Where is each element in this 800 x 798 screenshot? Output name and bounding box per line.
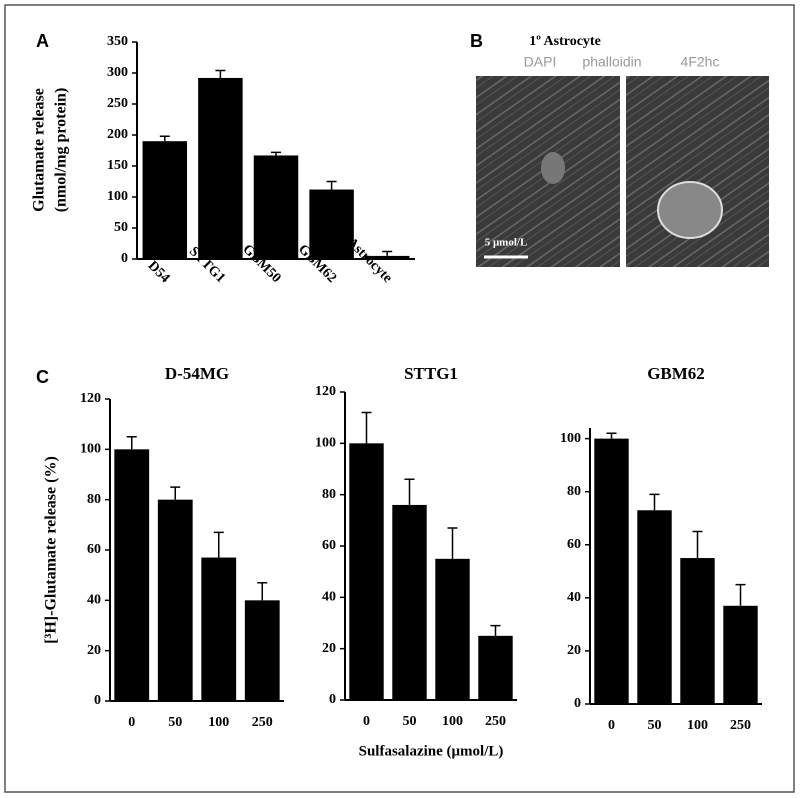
y-tick-label: 100 [560,431,581,446]
frame [4,4,795,793]
y-tick-label: 20 [322,641,336,656]
channel-label: DAPI [524,54,557,70]
error-bar [361,411,372,444]
y-tick-label: 40 [87,593,101,608]
y-tick-label: 20 [87,643,101,658]
bar [478,635,513,700]
y-axis-label: Glutamate release [31,88,48,212]
error-bar [490,624,501,636]
micrograph-panel: 5 μmol/L 1º Astrocyte DAPI phalloidin 4F… [476,34,769,267]
y-tick-label: 0 [574,696,581,711]
y-tick-label: 0 [121,251,128,266]
bar [392,504,427,700]
panel-label: A [36,31,49,51]
x-tick-label: 100 [687,718,708,733]
x-tick-label: D54 [145,258,173,286]
y-tick-label: 60 [87,542,101,557]
y-tick-label: 350 [107,34,128,49]
bar [723,605,758,704]
bar [435,558,470,700]
x-tick-label: 0 [608,718,615,733]
panel-title: 1º Astrocyte [529,34,601,49]
bar [157,499,193,701]
x-tick-label: Astrocyte [344,235,395,286]
x-tick-label: 50 [648,718,662,733]
bar [594,438,629,704]
micrograph [626,76,769,267]
y-axis-label: (nmol/mg protein) [53,88,70,213]
channel-label: phalloidin [582,54,641,70]
y-tick-label: 80 [87,492,101,507]
error-bar [170,486,181,500]
x-tick-label: 250 [252,715,273,730]
bar [680,558,715,704]
error-bar [215,69,226,78]
scale-bar-label: 5 μmol/L [485,237,528,249]
error-bar [404,478,415,505]
nucleus [657,181,723,239]
bar [253,155,299,259]
x-axis-label: Sulfasalazine (μmol/L) [359,743,504,759]
error-bar [271,151,281,156]
error-bar [213,531,224,558]
bar [349,443,384,700]
x-tick-label: 100 [442,714,463,729]
error-bar [649,493,660,511]
error-bar [257,581,268,601]
chart-title: GBM62 [647,364,705,383]
y-tick-label: 80 [322,487,336,502]
panel-label: C [36,367,49,387]
nucleus [541,152,565,184]
x-tick-label: 0 [128,715,135,730]
error-bar [126,436,137,450]
y-tick-label: 250 [107,96,128,111]
bar [201,557,237,701]
y-tick-label: 50 [114,220,128,235]
error-bar [606,432,617,439]
bar [637,510,672,704]
error-bar [382,250,393,256]
y-tick-label: 150 [107,158,128,173]
bar [114,449,150,701]
x-tick-label: 0 [363,714,370,729]
y-tick-label: 20 [567,643,581,658]
y-tick-label: 40 [567,590,581,605]
y-tick-label: 40 [322,590,336,605]
y-tick-label: 200 [107,127,128,142]
chart-title: STTG1 [404,364,458,383]
y-tick-label: 300 [107,65,128,80]
channel-label: 4F2hc [681,54,720,70]
y-tick-label: 60 [322,538,336,553]
bar [198,77,243,260]
bar [364,255,410,259]
error-bar [692,530,703,559]
y-tick-label: 100 [80,442,101,457]
y-tick-label: 120 [315,384,336,399]
y-tick-label: 0 [94,693,101,708]
error-bar [447,527,458,559]
error-bar [326,180,337,190]
bar [309,189,354,259]
x-tick-label: 250 [485,714,506,729]
y-axis-label: [³H]-Glutamate release (%) [43,456,60,644]
bar [142,141,188,259]
x-tick-label: 250 [730,718,751,733]
panel-label: B [470,31,483,51]
x-tick-label: 100 [208,715,229,730]
chart-title: D-54MG [165,364,229,383]
x-tick-label: 50 [403,714,417,729]
y-tick-label: 60 [567,537,581,552]
y-tick-label: 120 [80,391,101,406]
y-tick-label: 0 [329,692,336,707]
bar [244,600,280,701]
x-tick-label: 50 [168,715,182,730]
error-bar [735,583,746,606]
y-tick-label: 80 [567,484,581,499]
y-tick-label: 100 [107,189,128,204]
error-bar [159,135,170,142]
y-tick-label: 100 [315,436,336,451]
